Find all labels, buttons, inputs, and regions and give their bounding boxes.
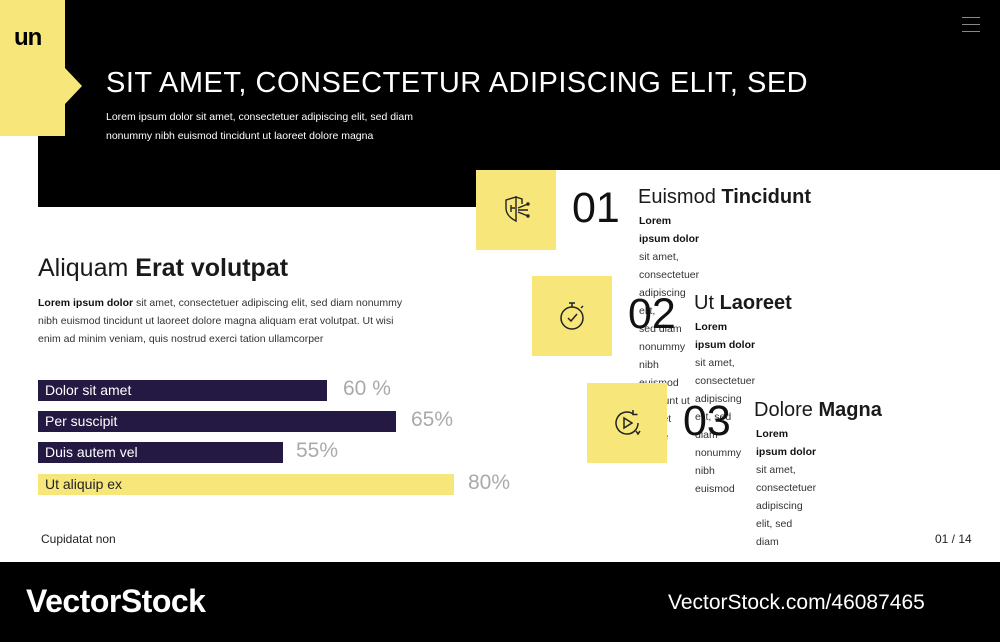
feature-body-line: sit amet, bbox=[756, 464, 796, 476]
bar-percent: 60 % bbox=[343, 377, 391, 400]
feature-body-line: consectetuer adipiscing elit, sed diam bbox=[756, 482, 817, 548]
feature-number: 03 bbox=[683, 397, 731, 445]
feature-body-line: sit amet, consectetuer bbox=[695, 357, 756, 387]
section-body: Lorem ipsum dolor sit amet, consectetuer… bbox=[38, 294, 418, 348]
bar: Per suscipit bbox=[38, 411, 396, 432]
shield-icon bbox=[505, 196, 530, 223]
bar: Dolor sit amet bbox=[38, 380, 327, 401]
hamburger-menu-icon[interactable] bbox=[962, 17, 980, 35]
feature-title: Ut Laoreet bbox=[694, 292, 792, 315]
feature-icon-box bbox=[532, 276, 612, 356]
watermark-url: VectorStock.com/46087465 bbox=[668, 591, 925, 614]
page-subtitle: Lorem ipsum dolor sit amet, consectetuer… bbox=[106, 111, 413, 142]
feature-icon-box bbox=[587, 383, 667, 463]
section-title-bold: Erat volutpat bbox=[135, 254, 289, 282]
feature-icon-box bbox=[476, 170, 556, 250]
bar-label: Duis autem vel bbox=[45, 444, 138, 460]
feature-body: Lorem ipsum dolor sit amet, consectetuer … bbox=[756, 425, 816, 551]
feature-title-light: Dolore bbox=[754, 399, 819, 421]
watermark-logo: VectorStock bbox=[26, 583, 206, 619]
bar-label: Ut aliquip ex bbox=[45, 476, 123, 492]
feature-body-bold: Lorem ipsum dolor bbox=[756, 428, 817, 458]
feature-title: Dolore Magna bbox=[754, 399, 882, 422]
feature-number: 01 bbox=[572, 184, 620, 232]
section-title: Aliquam Erat volutpat bbox=[38, 254, 288, 283]
refresh-play-icon bbox=[615, 410, 641, 436]
bar-percent: 55% bbox=[296, 439, 339, 462]
feature-title-light: Ut bbox=[694, 292, 720, 314]
bar: Ut aliquip ex bbox=[38, 474, 454, 495]
page-indicator[interactable]: 01 / 14 bbox=[935, 532, 972, 546]
footer-label: Cupidatat non bbox=[41, 532, 116, 546]
feature-card-bg bbox=[476, 170, 1000, 250]
page-title: SIT AMET, CONSECTETUR ADIPISCING ELIT, S… bbox=[106, 67, 809, 99]
bar-label: Dolor sit amet bbox=[45, 382, 132, 398]
watermark-band bbox=[0, 562, 1000, 642]
feature-title-bold: Tincidunt bbox=[721, 186, 811, 208]
section-body-text: sit amet, consectetuer adipiscing elit, … bbox=[38, 297, 403, 345]
bar: Duis autem vel bbox=[38, 442, 283, 463]
feature-body-line: adipiscing elit, sed diam nonummy nibh e… bbox=[695, 393, 742, 495]
section-body-bold: Lorem ipsum dolor bbox=[38, 297, 134, 309]
stopwatch-icon bbox=[560, 302, 584, 330]
feature-title-light: Euismod bbox=[638, 186, 722, 208]
feature-body-bold: Lorem ipsum dolor bbox=[695, 321, 756, 351]
feature-body-bold: Lorem ipsum dolor bbox=[639, 215, 700, 245]
bar-label: Per suscipit bbox=[45, 413, 118, 429]
bar-percent: 80% bbox=[468, 471, 511, 494]
section-title-light: Aliquam bbox=[38, 254, 136, 282]
bar-percent: 65% bbox=[411, 408, 454, 431]
feature-title-bold: Laoreet bbox=[719, 292, 792, 314]
logo-arrow bbox=[65, 68, 82, 104]
feature-body-line: sit amet, consectetuer adipiscing elit, bbox=[639, 251, 700, 317]
logo-text: un bbox=[14, 24, 42, 51]
feature-title-bold: Magna bbox=[818, 399, 882, 421]
feature-number: 02 bbox=[628, 290, 676, 338]
logo[interactable]: un bbox=[0, 0, 65, 136]
feature-title: Euismod Tincidunt bbox=[638, 186, 811, 209]
feature-body: Lorem ipsum dolor sit amet, consectetuer… bbox=[695, 318, 755, 498]
